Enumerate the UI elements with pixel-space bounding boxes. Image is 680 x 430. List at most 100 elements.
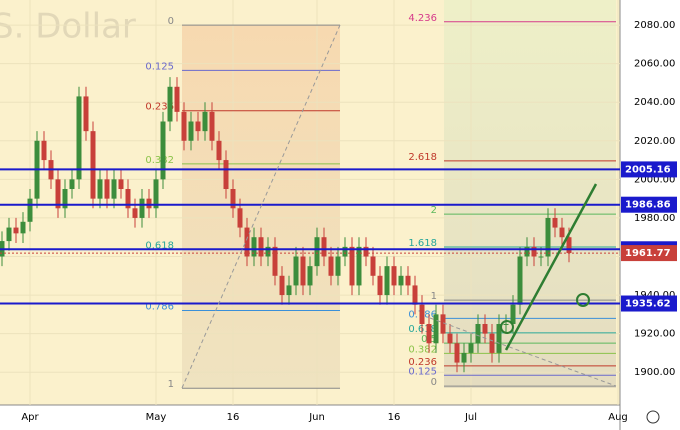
x-tick-label: Jul — [464, 412, 477, 423]
x-tick-label: 16 — [227, 412, 240, 423]
candle-body — [76, 96, 82, 180]
candle-body — [125, 189, 131, 209]
level-tag — [621, 295, 677, 312]
candle-body — [503, 324, 509, 325]
y-tick-label: 2000.00 — [634, 174, 675, 185]
candle-body — [251, 237, 257, 257]
fib-label: 1 — [168, 379, 174, 390]
fib-label: 0 — [431, 377, 437, 388]
candle-body — [440, 314, 446, 334]
candle-body — [20, 221, 26, 234]
candle-body — [531, 246, 537, 257]
candle-body — [328, 256, 334, 276]
candle-body — [559, 227, 565, 238]
fib-label: 0.125 — [145, 61, 174, 72]
candle-body — [405, 275, 411, 286]
candle-body — [216, 140, 222, 161]
candle-body — [454, 343, 460, 363]
fib-label: 0.786 — [145, 302, 174, 313]
candle-body — [244, 227, 250, 257]
candle-body — [293, 256, 299, 286]
candle-body — [104, 179, 110, 199]
candle-body — [524, 246, 530, 257]
fib-diagonal — [181, 24, 341, 389]
x-tick-label: May — [146, 412, 167, 423]
candle-body — [391, 266, 397, 286]
fib-label: 2 — [431, 205, 437, 216]
fib-label: 4.236 — [408, 13, 437, 24]
candle-body — [230, 189, 236, 209]
x-tick-label: Jun — [308, 412, 325, 423]
fib-label: 0.382 — [408, 344, 437, 355]
candle-body — [349, 246, 355, 286]
candle-body — [384, 266, 390, 296]
candle-body — [132, 208, 138, 218]
marker-circle — [500, 320, 514, 334]
candle-body — [160, 121, 166, 180]
candle-body — [433, 314, 439, 344]
candle-body — [111, 179, 117, 199]
candle-body — [272, 246, 278, 276]
candle-body — [6, 227, 12, 242]
fib-label: 0.236 — [145, 102, 174, 113]
candle-body — [482, 324, 488, 334]
fib-label: 0.236 — [408, 357, 437, 368]
price-axis — [620, 0, 680, 430]
candle-body — [90, 131, 96, 199]
fib-label: 0.618 — [145, 241, 174, 252]
settings-button[interactable] — [646, 410, 660, 424]
candle-body — [209, 111, 215, 141]
trend-line — [504, 183, 598, 351]
fib-label: 1.618 — [408, 238, 437, 249]
candle-body — [41, 140, 47, 161]
candle-body — [300, 256, 306, 286]
candle-body — [356, 246, 362, 286]
candle-body — [475, 324, 481, 344]
candle-body — [237, 208, 243, 228]
candle-body — [265, 246, 271, 257]
candle-body — [321, 237, 327, 257]
level-label: 2005.16 — [625, 164, 671, 175]
candle-body — [83, 96, 89, 132]
candle-body — [139, 198, 145, 218]
fib-label: 2.618 — [408, 152, 437, 163]
y-tick-label: 1920.00 — [634, 329, 675, 340]
y-tick-label: 1900.00 — [634, 367, 675, 378]
candle-body — [118, 179, 124, 189]
candle-body — [419, 304, 425, 324]
candle-body — [377, 275, 383, 296]
fib-label: 0 — [168, 16, 174, 27]
candle-body — [461, 352, 467, 363]
last-price-label: 1961.77 — [625, 248, 671, 259]
candle-body — [342, 246, 348, 257]
candle-body — [146, 198, 152, 209]
x-tick-label: 16 — [388, 412, 401, 423]
marker-circle — [576, 293, 590, 307]
candle-body — [426, 324, 432, 344]
y-tick-label: 1980.00 — [634, 213, 675, 224]
watermark: S. Dollar — [0, 7, 136, 47]
level-label: 1986.86 — [625, 200, 671, 211]
candle-body — [496, 324, 502, 353]
candle-body — [538, 256, 544, 258]
candle-body — [468, 343, 474, 353]
candle-body — [55, 179, 61, 209]
fib-diagonal — [429, 317, 617, 387]
candle-body — [223, 160, 229, 189]
candle-body — [69, 179, 75, 189]
candle-body — [545, 217, 551, 257]
candle-body — [62, 189, 68, 209]
level-tag — [621, 161, 677, 178]
candle-body — [412, 285, 418, 305]
fib-label: 0.382 — [145, 155, 174, 166]
candle-body — [363, 246, 369, 257]
candle-body — [27, 198, 33, 222]
y-tick-label: 2080.00 — [634, 20, 675, 31]
candle-body — [202, 111, 208, 132]
candle-body — [307, 266, 313, 286]
candle-body — [188, 121, 194, 141]
candle-body — [174, 86, 180, 112]
x-tick-label: Aug — [608, 412, 628, 423]
candle-body — [153, 179, 159, 209]
